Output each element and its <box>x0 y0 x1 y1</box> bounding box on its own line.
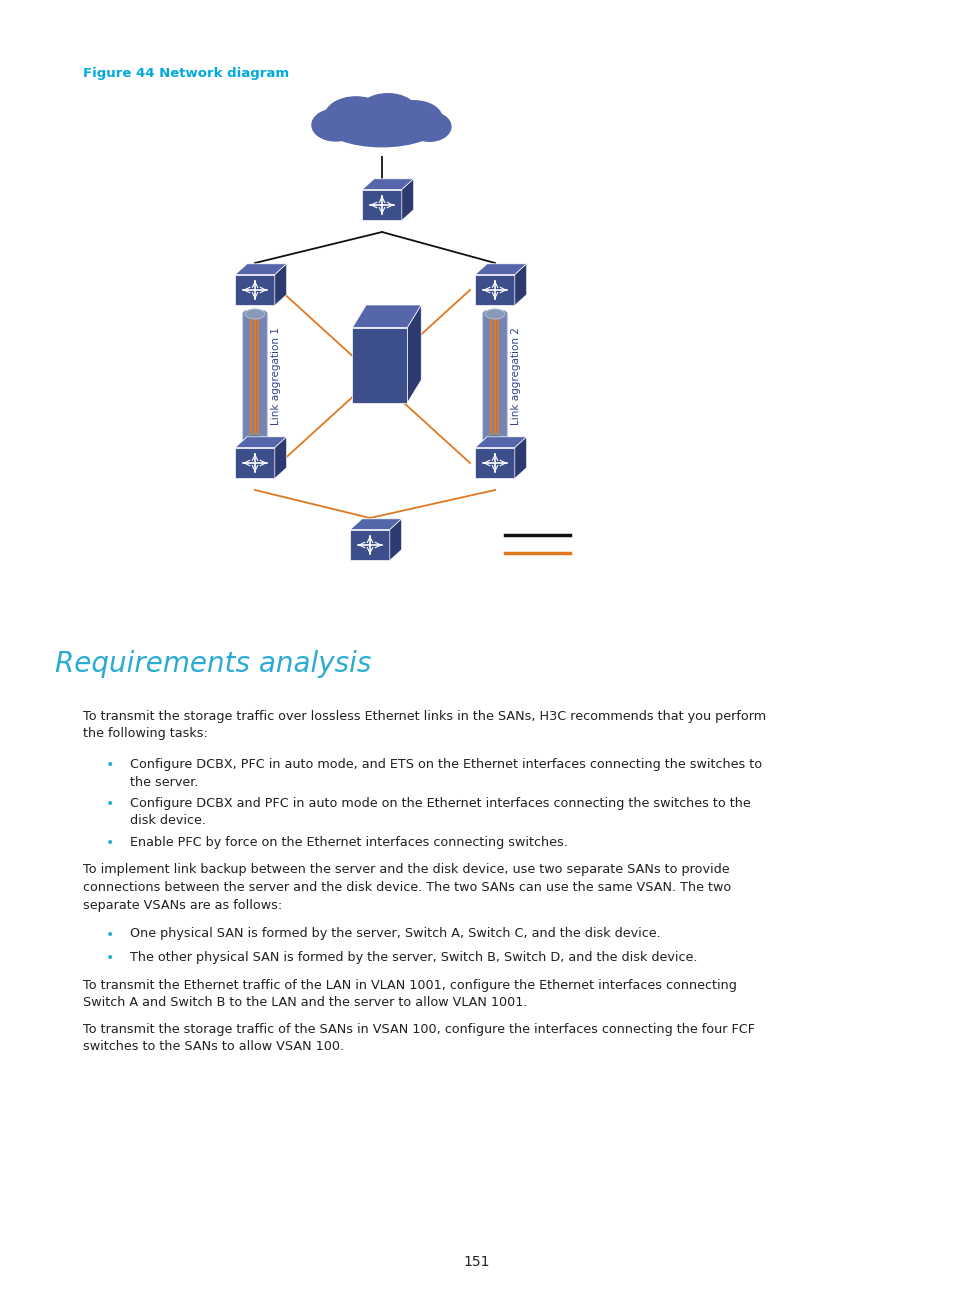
Ellipse shape <box>245 434 265 445</box>
Polygon shape <box>350 518 401 530</box>
Ellipse shape <box>384 100 442 137</box>
Polygon shape <box>515 437 526 478</box>
Text: •: • <box>106 758 114 772</box>
Text: •: • <box>106 928 114 941</box>
Text: To implement link backup between the server and the disk device, use two separat: To implement link backup between the ser… <box>83 863 731 911</box>
Polygon shape <box>362 179 414 189</box>
Polygon shape <box>235 264 287 275</box>
Text: Configure DCBX, PFC in auto mode, and ETS on the Ethernet interfaces connecting : Configure DCBX, PFC in auto mode, and ET… <box>130 758 761 788</box>
FancyBboxPatch shape <box>482 311 506 442</box>
Polygon shape <box>274 437 287 478</box>
Polygon shape <box>475 275 515 306</box>
Ellipse shape <box>407 111 451 143</box>
Ellipse shape <box>324 102 439 148</box>
Text: To transmit the storage traffic of the SANs in VSAN 100, configure the interface: To transmit the storage traffic of the S… <box>83 1023 754 1052</box>
Text: Configure DCBX and PFC in auto mode on the Ethernet interfaces connecting the sw: Configure DCBX and PFC in auto mode on t… <box>130 797 750 828</box>
Ellipse shape <box>324 96 387 137</box>
Ellipse shape <box>484 434 504 445</box>
Polygon shape <box>235 447 274 478</box>
Text: Figure 44 Network diagram: Figure 44 Network diagram <box>83 67 289 80</box>
Text: Link aggregation 1: Link aggregation 1 <box>271 328 281 425</box>
Polygon shape <box>475 447 515 478</box>
Text: Link aggregation 2: Link aggregation 2 <box>511 328 520 425</box>
Polygon shape <box>515 264 526 306</box>
Text: Requirements analysis: Requirements analysis <box>55 651 371 678</box>
Polygon shape <box>475 264 526 275</box>
Ellipse shape <box>245 308 265 319</box>
Text: •: • <box>106 836 114 850</box>
Polygon shape <box>350 530 390 560</box>
Text: To transmit the Ethernet traffic of the LAN in VLAN 1001, configure the Ethernet: To transmit the Ethernet traffic of the … <box>83 978 736 1010</box>
Polygon shape <box>352 328 407 403</box>
Polygon shape <box>475 437 526 447</box>
Text: To transmit the storage traffic over lossless Ethernet links in the SANs, H3C re: To transmit the storage traffic over los… <box>83 710 765 740</box>
Polygon shape <box>362 189 401 220</box>
Polygon shape <box>235 437 287 447</box>
Text: 151: 151 <box>463 1255 490 1269</box>
Text: The other physical SAN is formed by the server, Switch B, Switch D, and the disk: The other physical SAN is formed by the … <box>130 951 697 964</box>
Ellipse shape <box>357 93 417 131</box>
Polygon shape <box>407 305 421 403</box>
Polygon shape <box>235 275 274 306</box>
Polygon shape <box>352 305 421 328</box>
Text: One physical SAN is formed by the server, Switch A, Switch C, and the disk devic: One physical SAN is formed by the server… <box>130 928 660 941</box>
FancyBboxPatch shape <box>243 311 267 442</box>
Text: Enable PFC by force on the Ethernet interfaces connecting switches.: Enable PFC by force on the Ethernet inte… <box>130 836 567 849</box>
Polygon shape <box>274 264 287 306</box>
Polygon shape <box>401 179 414 220</box>
Ellipse shape <box>484 308 504 319</box>
Text: •: • <box>106 797 114 811</box>
Polygon shape <box>390 518 401 560</box>
Ellipse shape <box>311 109 359 141</box>
Text: •: • <box>106 951 114 966</box>
